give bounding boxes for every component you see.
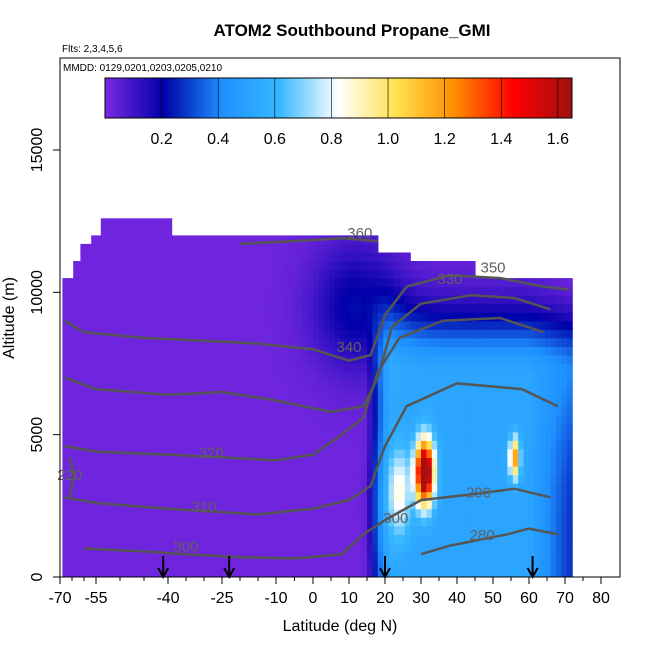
x-tick-label: -55 [84,590,107,607]
contour-label: 360 [347,225,372,242]
contour-line [64,293,551,414]
x-tick-label: -70 [48,590,71,607]
colorbar-tick-label: 1.2 [434,131,456,148]
contour-label: 320 [199,444,224,461]
contour-label: 290 [466,484,491,501]
plot-frame [59,57,621,578]
colorbar-tick-label: 1.0 [377,131,399,148]
contour-line [64,274,569,362]
x-tick-label: 0 [309,590,318,607]
dates-label: MMDD: 0129,0201,0203,0205,0210 [63,63,222,74]
x-tick-label: -10 [264,590,287,607]
contour-labels: 360 350 330 340 320 310 300 300 290 280 220 [57,225,505,555]
contour-label: 300 [173,538,198,555]
x-tick-label: -40 [156,590,179,607]
x-tick-label: 60 [520,590,538,607]
colorbar-tick-label: 0.4 [207,131,229,148]
contour-label: 340 [336,339,361,356]
x-tick-label: 10 [340,590,358,607]
contour-lines [64,236,569,560]
x-axis: -70 -55 -40 -25 -10 0 10 20 30 40 50 60 70 80 [48,577,610,607]
contour-line [420,527,559,556]
colorbar-tick-label: 1.4 [490,131,512,148]
x-tick-label: -25 [210,590,233,607]
x-tick-label: 30 [412,590,430,607]
y-tick-label: 0 [29,572,46,581]
contour-line [64,316,544,462]
contour-label: 330 [437,271,462,288]
contour-line [239,236,378,246]
colorbar-tick-label: 1.6 [547,131,569,148]
colorbar-bar [104,77,573,119]
chart-title: ATOM2 Southbound Propane_GMI [213,21,490,40]
y-axis: 0 5000 10000 15000 [29,128,60,581]
x-axis-label: Latitude (deg N) [283,618,398,635]
contour-line [64,382,559,516]
contour-label: 300 [383,510,408,527]
contour-label: 280 [470,527,495,544]
contour-label: 220 [57,467,82,484]
heatmap-cells [62,218,573,577]
colorbar-tick-label: 0.2 [150,131,172,148]
contour-label: 350 [480,259,505,276]
contour-label: 310 [191,499,216,516]
colorbar-ticks: 0.2 0.4 0.6 0.8 1.0 1.2 1.4 1.6 [150,78,569,148]
x-tick-label: 40 [448,590,466,607]
y-tick-label: 5000 [29,417,46,453]
x-tick-label: 20 [376,590,394,607]
colorbar-tick-label: 0.6 [264,131,286,148]
y-tick-label: 10000 [29,270,46,315]
x-tick-label: 70 [556,590,574,607]
contour-line [68,457,76,498]
x-tick-label: 50 [484,590,502,607]
contour-line [83,487,551,560]
x-tick-label: 80 [592,590,610,607]
y-axis-label: Altitude (m) [1,277,18,359]
colorbar: 0.2 0.4 0.6 0.8 1.0 1.2 1.4 1.6 [104,77,573,148]
flights-label: Flts: 2,3,4,5,6 [62,44,123,55]
y-tick-label: 15000 [29,128,46,173]
colorbar-tick-label: 0.8 [320,131,342,148]
